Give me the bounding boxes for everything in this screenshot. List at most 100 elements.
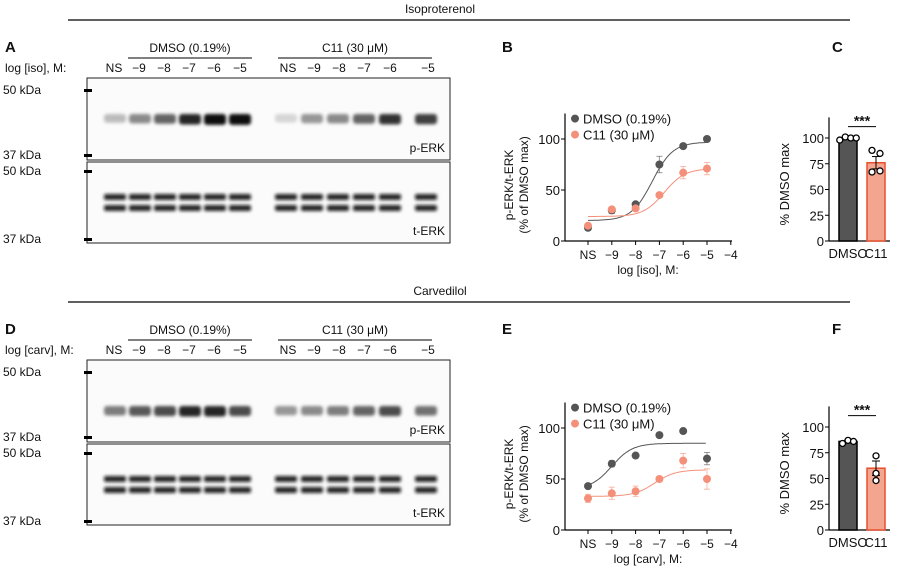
- x-axis-label: log [iso], M:: [617, 263, 678, 277]
- t-erk-band-upper: [301, 194, 323, 200]
- kda-marker-tick: [84, 452, 92, 455]
- individual-point: [868, 168, 876, 176]
- t-erk-band-lower: [353, 205, 375, 211]
- significance-stars: ***: [854, 113, 871, 129]
- lane-label: −7: [357, 343, 371, 357]
- t-erk-band-lower: [327, 205, 349, 211]
- y-tick-label: 50: [810, 472, 824, 487]
- x-tick-label: −5: [700, 248, 714, 262]
- data-point: [703, 164, 711, 173]
- x-tick-label: −4: [724, 248, 738, 262]
- data-point: [679, 142, 688, 151]
- significance-stars: ***: [854, 402, 871, 418]
- p-erk-band: [229, 114, 251, 125]
- t-erk-band-lower: [104, 487, 126, 493]
- data-point: [655, 475, 664, 483]
- x-category-label: DMSO: [829, 535, 868, 550]
- dose-response-chart-E: 0 50 100 NS −9 −8 −7 −6 −5 −4 log [carv], M: p-ERK/…: [502, 401, 738, 566]
- group-label-c11: C11 (30 μM): [322, 41, 388, 55]
- x-tick-label: −6: [676, 248, 690, 262]
- p-erk-band: [353, 406, 375, 416]
- individual-point: [876, 167, 884, 175]
- kda-marker-tick: [84, 170, 92, 173]
- blot-label: p-ERK: [410, 141, 445, 155]
- p-erk-band: [301, 406, 323, 416]
- individual-point: [872, 452, 880, 460]
- lane-label: −8: [332, 343, 346, 357]
- t-erk-band-upper: [204, 194, 226, 200]
- p-erk-band: [379, 406, 401, 417]
- x-tick-label: −5: [700, 537, 714, 551]
- t-erk-band-lower: [275, 487, 297, 493]
- data-point: [607, 205, 616, 214]
- lane-label: NS: [280, 61, 297, 75]
- p-erk-band: [275, 114, 297, 123]
- lane-label: NS: [106, 61, 123, 75]
- y-tick-label: 50: [546, 472, 560, 487]
- y-tick-label: 50: [546, 183, 560, 198]
- individual-point: [876, 149, 884, 158]
- section-title: Carvedilol: [413, 284, 466, 298]
- data-point: [584, 494, 592, 503]
- t-erk-band-upper: [415, 194, 437, 200]
- legend-marker: [571, 130, 579, 139]
- blot-label: p-ERK: [410, 423, 445, 437]
- lane-label: −5: [421, 61, 435, 75]
- data-point: [655, 191, 664, 200]
- group-label-dmso: DMSO (0.19%): [149, 323, 230, 337]
- t-erk-band-lower: [229, 205, 251, 211]
- x-tick-label: −7: [653, 537, 667, 551]
- t-erk-band-upper: [415, 476, 437, 482]
- kda-marker-tick: [84, 238, 92, 241]
- panel-label: C: [832, 39, 843, 56]
- p-erk-band: [104, 114, 126, 123]
- lane-label: −7: [357, 61, 371, 75]
- y-tick-label: 100: [538, 421, 560, 436]
- individual-point: [838, 439, 847, 448]
- y-tick-label: 25: [810, 497, 824, 512]
- t-erk-band-lower: [415, 205, 437, 211]
- bar-dmso: [838, 440, 858, 531]
- x-tick-label: NS: [580, 248, 597, 262]
- t-erk-band-upper: [104, 476, 126, 482]
- lane-label: −9: [132, 343, 146, 357]
- lane-label: −9: [307, 343, 321, 357]
- kda-marker-tick: [84, 436, 92, 439]
- y-tick-label: 100: [538, 132, 560, 147]
- individual-point: [872, 469, 880, 478]
- y-tick-label: 0: [817, 523, 824, 538]
- p-erk-band: [154, 406, 176, 417]
- p-erk-band: [327, 114, 349, 124]
- legend-marker: [571, 114, 579, 123]
- p-erk-band: [327, 406, 349, 416]
- blot-t-erk: [86, 443, 451, 526]
- x-tick-label: −8: [629, 248, 643, 262]
- data-point: [703, 475, 711, 483]
- data-point: [607, 489, 616, 498]
- data-point: [679, 456, 688, 465]
- panel-label: D: [5, 321, 16, 338]
- lane-label: NS: [106, 343, 123, 357]
- legend-entry: C11 (30 μM): [583, 417, 655, 432]
- panel-label: F: [832, 321, 841, 338]
- p-erk-band: [379, 114, 401, 125]
- y-tick-label: 25: [810, 208, 824, 223]
- t-erk-band-lower: [179, 205, 201, 211]
- t-erk-band-upper: [327, 194, 349, 200]
- lane-label: −6: [383, 61, 397, 75]
- x-category-label: DMSO: [829, 246, 868, 261]
- kda-marker-label: 50 kDa: [3, 164, 41, 178]
- t-erk-band-upper: [154, 476, 176, 482]
- t-erk-band-lower: [129, 205, 151, 211]
- p-erk-band: [204, 114, 226, 125]
- y-axis-label: p-ERK/t-ERK: [502, 150, 516, 221]
- t-erk-band-lower: [154, 487, 176, 493]
- lane-label: −8: [332, 61, 346, 75]
- x-tick-label: −7: [653, 248, 667, 262]
- y-tick-label: 0: [553, 523, 560, 538]
- legend-entry: DMSO (0.19%): [583, 112, 671, 127]
- lane-label: −6: [207, 61, 221, 75]
- bar-dmso: [838, 137, 858, 242]
- legend-entry: DMSO (0.19%): [583, 401, 671, 416]
